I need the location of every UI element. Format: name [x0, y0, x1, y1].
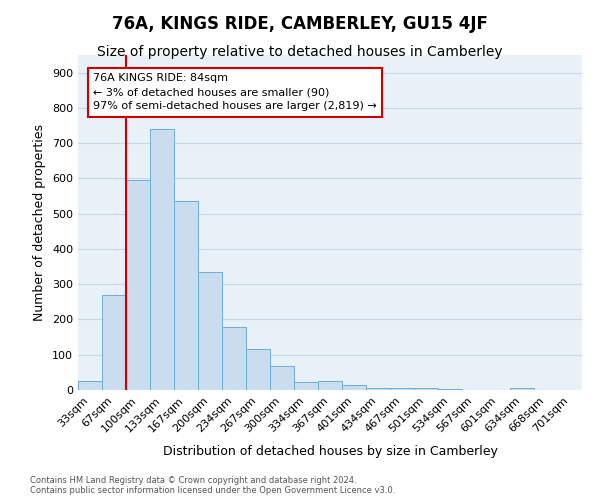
Bar — [510, 388, 534, 390]
Bar — [366, 388, 390, 390]
Bar — [126, 180, 150, 390]
Bar — [270, 366, 294, 390]
Bar — [318, 381, 342, 390]
Bar — [414, 388, 438, 390]
Bar — [342, 384, 366, 390]
Bar — [102, 295, 126, 390]
Bar — [78, 381, 102, 390]
Bar — [150, 129, 174, 390]
Bar — [390, 388, 414, 390]
Text: 76A, KINGS RIDE, CAMBERLEY, GU15 4JF: 76A, KINGS RIDE, CAMBERLEY, GU15 4JF — [112, 15, 488, 33]
Y-axis label: Number of detached properties: Number of detached properties — [34, 124, 46, 321]
Text: 76A KINGS RIDE: 84sqm
← 3% of detached houses are smaller (90)
97% of semi-detac: 76A KINGS RIDE: 84sqm ← 3% of detached h… — [93, 74, 377, 112]
Text: Size of property relative to detached houses in Camberley: Size of property relative to detached ho… — [97, 45, 503, 59]
Bar — [438, 389, 462, 390]
Bar — [246, 350, 270, 390]
X-axis label: Distribution of detached houses by size in Camberley: Distribution of detached houses by size … — [163, 445, 497, 458]
Bar — [174, 202, 198, 390]
Text: Contains HM Land Registry data © Crown copyright and database right 2024.
Contai: Contains HM Land Registry data © Crown c… — [30, 476, 395, 495]
Bar — [294, 382, 318, 390]
Bar — [198, 272, 222, 390]
Bar — [222, 327, 246, 390]
